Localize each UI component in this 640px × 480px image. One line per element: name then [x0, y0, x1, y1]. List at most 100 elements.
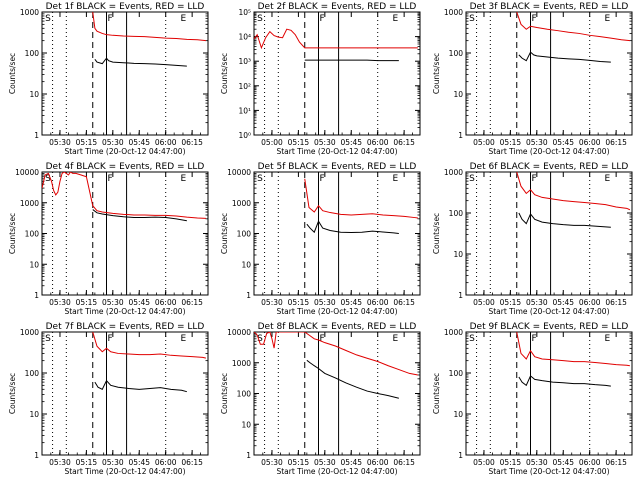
x-axis-label: Start Time (20-Oct-12 04:47:00)	[64, 147, 185, 156]
marker-f: F	[531, 14, 536, 24]
lld-curve	[254, 332, 418, 376]
x-tick-label: 06:15	[605, 138, 627, 147]
marker-f: F	[107, 174, 112, 184]
x-tick-label: 05:30	[102, 138, 124, 147]
y-tick-label: 1000	[20, 199, 39, 208]
y-tick-label: 1000	[444, 8, 463, 17]
x-tick-label: 06:15	[393, 138, 415, 147]
x-tick-label: 06:15	[181, 138, 203, 147]
y-axis-label: Counts/sec	[8, 213, 17, 254]
y-tick-label: 1	[34, 451, 39, 460]
x-axis-label: Start Time (20-Oct-12 04:47:00)	[488, 467, 609, 476]
y-axis-label: Counts/sec	[8, 53, 17, 94]
y-tick-label: 10	[241, 420, 251, 429]
plot-frame	[41, 11, 209, 136]
y-tick-label: 10²	[238, 82, 251, 91]
x-tick-label: 05:30	[261, 298, 283, 307]
y-tick-label: 10	[241, 260, 251, 269]
lld-curve	[516, 332, 630, 367]
x-axis-label: Start Time (20-Oct-12 04:47:00)	[488, 307, 609, 316]
x-tick-label: 05:15	[288, 458, 310, 467]
x-tick-label: 05:45	[552, 458, 574, 467]
lld-curve	[92, 12, 206, 42]
plot-frame	[465, 171, 633, 296]
x-tick-label: 05:30	[314, 298, 336, 307]
plot-frame	[465, 331, 633, 456]
x-tick-label: 05:30	[49, 138, 71, 147]
panel-det-8: Det 8f BLACK = Events, RED = LLD 1 10 100 10…	[220, 322, 421, 476]
panel-det-1: Det 1f BLACK = Events, RED = LLD 1 10 100 10…	[8, 2, 209, 156]
marker-e: E	[392, 334, 398, 344]
x-tick-label: 05:45	[128, 298, 150, 307]
x-tick-label: 05:00	[473, 138, 495, 147]
x-tick-label: 06:00	[155, 298, 177, 307]
marker-s: S	[469, 334, 475, 344]
y-tick-label: 10	[453, 90, 463, 99]
x-tick-label: 05:15	[288, 298, 310, 307]
y-tick-label: 100	[237, 390, 252, 399]
x-tick-label: 05:15	[76, 458, 98, 467]
y-tick-label: 10	[29, 260, 39, 269]
x-tick-label: 05:45	[128, 458, 150, 467]
x-tick-label: 05:15	[76, 138, 98, 147]
y-tick-label: 1	[34, 131, 39, 140]
panel-title: Det 6f BLACK = Events, RED = LLD	[470, 162, 629, 172]
events-curve	[306, 220, 399, 234]
y-tick-label: 10000	[227, 328, 251, 337]
x-tick-label: 05:15	[500, 458, 522, 467]
y-tick-label: 10¹	[238, 106, 251, 115]
x-tick-label: 06:15	[393, 298, 415, 307]
panel-det-6: Det 6f BLACK = Events, RED = LLD 1 10 100 10…	[432, 162, 633, 316]
panel-det-5: Det 5f BLACK = Events, RED = LLD 1 10 100 10…	[220, 162, 421, 316]
y-axis-label: Counts/sec	[220, 213, 229, 254]
x-tick-label: 06:00	[579, 458, 601, 467]
panel-det-2: Det 2f BLACK = Events, RED = LLD 10⁰ 10¹ 10…	[220, 2, 421, 156]
marker-e: E	[392, 14, 398, 24]
marker-f: F	[319, 14, 324, 24]
marker-e: E	[392, 174, 398, 184]
y-tick-label: 100	[25, 230, 40, 239]
marker-e: E	[604, 14, 610, 24]
y-tick-label: 100	[237, 230, 252, 239]
y-tick-label: 1000	[232, 359, 251, 368]
x-axis-label: Start Time (20-Oct-12 04:47:00)	[276, 307, 397, 316]
x-tick-label: 05:15	[500, 298, 522, 307]
x-axis-label: Start Time (20-Oct-12 04:47:00)	[276, 467, 397, 476]
y-tick-label: 10	[453, 410, 463, 419]
x-tick-label: 05:15	[288, 138, 310, 147]
x-tick-label: 05:00	[473, 298, 495, 307]
marker-e: E	[180, 14, 186, 24]
x-tick-label: 05:45	[340, 458, 362, 467]
y-tick-label: 1	[34, 291, 39, 300]
plot-frame	[253, 331, 421, 456]
marker-e: E	[180, 334, 186, 344]
lld-curve	[254, 28, 418, 50]
x-tick-label: 05:30	[102, 458, 124, 467]
x-tick-label: 05:30	[102, 298, 124, 307]
events-curve	[518, 51, 611, 63]
x-tick-label: 06:00	[155, 458, 177, 467]
panel-title: Det 2f BLACK = Events, RED = LLD	[258, 2, 417, 12]
y-tick-label: 1000	[444, 328, 463, 337]
events-curve	[304, 59, 399, 62]
y-tick-label: 10000	[227, 168, 251, 177]
marker-s: S	[45, 334, 51, 344]
x-tick-label: 06:00	[579, 298, 601, 307]
y-tick-label: 1000	[232, 199, 251, 208]
y-tick-label: 10000	[15, 168, 39, 177]
y-tick-label: 10⁴	[238, 33, 251, 42]
x-tick-label: 06:15	[393, 458, 415, 467]
marker-e: E	[180, 174, 186, 184]
x-tick-label: 06:00	[579, 138, 601, 147]
x-tick-label: 06:15	[181, 458, 203, 467]
y-axis-label: Counts/sec	[8, 373, 17, 414]
panel-title: Det 4f BLACK = Events, RED = LLD	[46, 162, 205, 172]
x-tick-label: 05:30	[314, 138, 336, 147]
lld-curve	[92, 332, 207, 359]
x-tick-label: 06:00	[367, 138, 389, 147]
y-axis-label: Counts/sec	[432, 373, 441, 414]
panel-title: Det 8f BLACK = Events, RED = LLD	[258, 322, 417, 332]
x-tick-label: 06:00	[155, 138, 177, 147]
x-tick-label: 05:45	[552, 138, 574, 147]
